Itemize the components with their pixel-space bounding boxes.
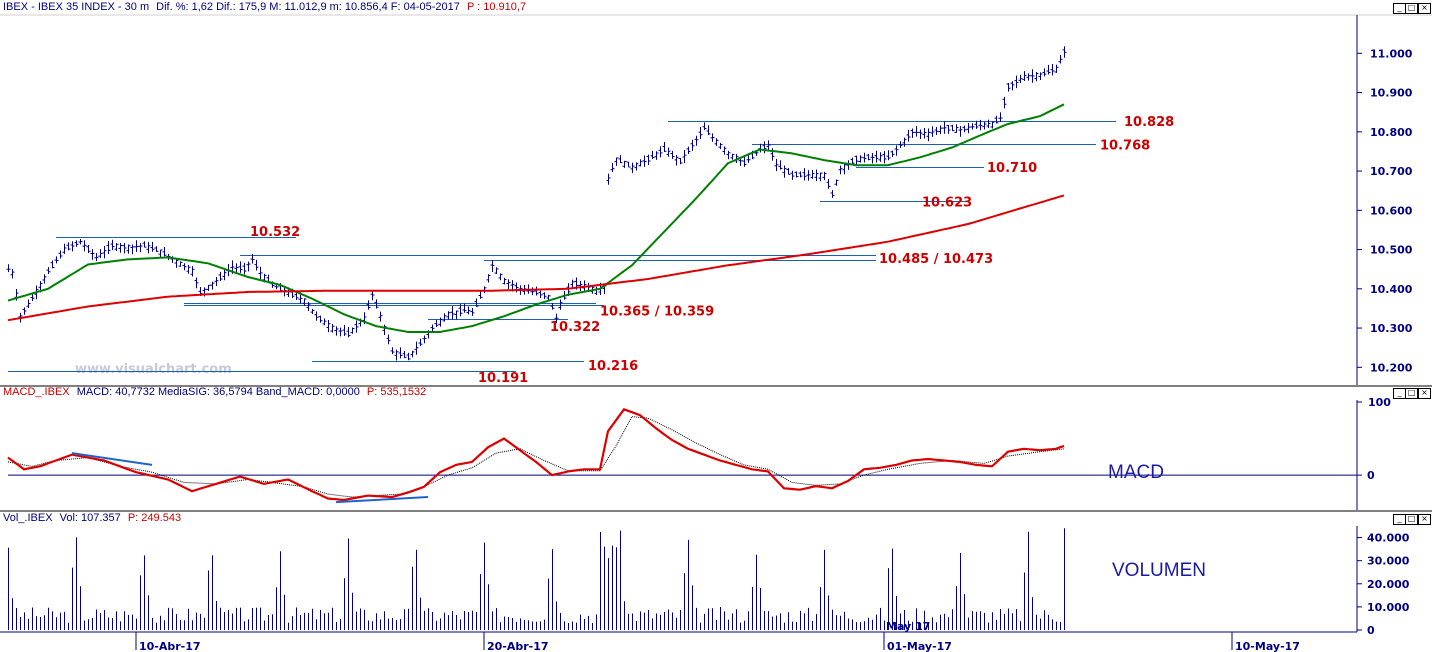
volume-layer bbox=[8, 528, 1065, 630]
level-label: 10.768 bbox=[1100, 138, 1150, 153]
date-tick-label: 10-Abr-17 bbox=[139, 640, 201, 652]
watermark: www.visualchart.com bbox=[75, 362, 232, 377]
macd-signal-line bbox=[7, 416, 1065, 498]
price-tick-label: 10.700 bbox=[1370, 165, 1413, 178]
price-tick-label: 11.000 bbox=[1370, 47, 1413, 60]
price-close-button[interactable]: × bbox=[1418, 3, 1431, 14]
macd-close-button[interactable]: × bbox=[1418, 388, 1431, 399]
price-header: IBEX - IBEX 35 INDEX - 30 m Dif. %: 1,62… bbox=[3, 1, 530, 13]
price-header-price: P : 10.910,7 bbox=[466, 1, 527, 13]
volume-tick-label: 40.000 bbox=[1367, 532, 1410, 545]
macd-header-stats: MACD: 40,7732 MediaSIG: 36,5794 Band_MAC… bbox=[76, 386, 360, 398]
macd-trendline bbox=[71, 452, 153, 466]
axis-layer: 11.000 10.900 10.800 10.700 10.600 10.500 10.4… bbox=[135, 47, 1413, 652]
macd-layer bbox=[7, 407, 1357, 504]
macd-tick-label: 0 bbox=[1367, 469, 1375, 482]
price-restore-button[interactable]: □ bbox=[1405, 3, 1418, 14]
volume-restore-button[interactable]: □ bbox=[1405, 514, 1418, 525]
volume-panel-label: VOLUMEN bbox=[1112, 560, 1206, 581]
price-header-stats: Dif. %: 1,62 Dif.: 175,9 M: 11.012,9 m: … bbox=[156, 1, 460, 13]
level-label: 10.623 bbox=[922, 195, 972, 210]
date-tick-label: 01-May-17 bbox=[887, 640, 952, 652]
volume-header-price: P: 249.543 bbox=[127, 512, 182, 524]
macd-panel-label: MACD bbox=[1108, 462, 1164, 483]
level-label: 10.191 bbox=[478, 371, 528, 386]
level-label: 10.828 bbox=[1124, 115, 1174, 130]
macd-line bbox=[7, 407, 1065, 502]
price-layer: 10.828 10.768 10.710 10.623 10.532 10.485 / 1… bbox=[6, 46, 1174, 386]
sma-long-line bbox=[7, 194, 1065, 322]
price-tick-label: 10.400 bbox=[1370, 283, 1413, 296]
level-label: 10.216 bbox=[588, 359, 638, 374]
level-label: 10.485 / 10.473 bbox=[879, 252, 993, 267]
price-tick-label: 10.900 bbox=[1370, 87, 1413, 100]
volume-tick-label: 0 bbox=[1367, 624, 1375, 637]
level-label: 10.710 bbox=[987, 161, 1037, 176]
macd-tick-label: 100 bbox=[1368, 396, 1391, 409]
volume-close-button[interactable]: × bbox=[1418, 514, 1431, 525]
date-tick-label: 10-May-17 bbox=[1235, 640, 1300, 652]
volume-tick-label: 20.000 bbox=[1367, 578, 1410, 591]
level-label: 10.322 bbox=[550, 320, 600, 335]
macd-header-name: MACD_.IBEX bbox=[3, 386, 70, 398]
macd-trendline bbox=[335, 496, 429, 504]
price-tick-label: 10.200 bbox=[1370, 361, 1413, 374]
price-tick-label: 10.600 bbox=[1370, 204, 1413, 217]
volume-tick-label: 10.000 bbox=[1367, 601, 1410, 614]
date-overlay-label: May 17 bbox=[886, 620, 930, 633]
macd-header-price: P: 535,1532 bbox=[366, 386, 427, 398]
level-label: 10.532 bbox=[250, 225, 300, 240]
price-tick-label: 10.500 bbox=[1370, 244, 1413, 257]
sma-short-line bbox=[7, 103, 1065, 333]
macd-restore-button[interactable]: □ bbox=[1405, 388, 1418, 399]
macd-header: MACD_.IBEX MACD: 40,7732 MediaSIG: 36,57… bbox=[3, 386, 430, 398]
volume-header-name: Vol_.IBEX bbox=[3, 512, 53, 524]
price-header-symbol: IBEX - IBEX 35 INDEX - 30 m bbox=[3, 1, 150, 13]
volume-tick-label: 30.000 bbox=[1367, 555, 1410, 568]
volume-header: Vol_.IBEX Vol: 107.357 P: 249.543 bbox=[3, 512, 185, 524]
level-label: 10.365 / 10.359 bbox=[600, 304, 714, 319]
price-tick-label: 10.800 bbox=[1370, 126, 1413, 139]
date-tick-label: 20-Abr-17 bbox=[487, 640, 549, 652]
price-bars bbox=[6, 46, 1067, 361]
volume-header-stats: Vol: 107.357 bbox=[59, 512, 121, 524]
price-tick-label: 10.300 bbox=[1370, 322, 1413, 335]
